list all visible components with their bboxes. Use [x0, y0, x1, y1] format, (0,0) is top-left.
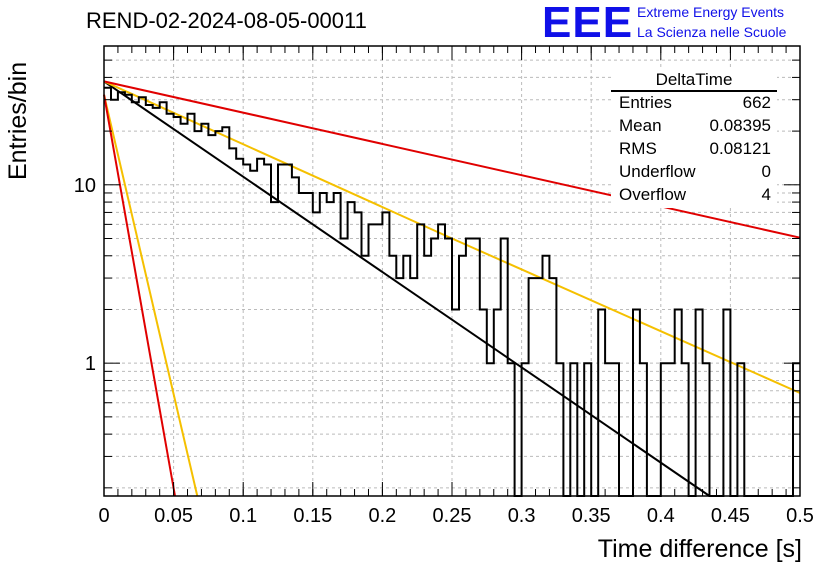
- stat-row-underflow: Underflow 0: [619, 162, 771, 184]
- stat-name: Underflow: [619, 162, 696, 181]
- x-tick-label: 0.2: [368, 505, 396, 527]
- chart-title: REND-02-2024-08-05-00011: [86, 8, 367, 33]
- stats-box: DeltaTime Entries 662 Mean 0.08395 RMS 0…: [611, 70, 777, 208]
- stat-value: 0.08121: [709, 139, 771, 158]
- stat-value: 662: [742, 93, 771, 112]
- x-tick-label: 0.4: [647, 505, 675, 527]
- histogram-steps: [104, 86, 800, 497]
- x-axis-label: Time difference [s]: [597, 535, 802, 563]
- stat-row-entries: Entries 662: [619, 93, 771, 115]
- fit-curve: [103, 94, 176, 497]
- stat-row-mean: Mean 0.08395: [619, 116, 771, 138]
- x-tick-label: 0.5: [786, 505, 814, 527]
- axis-tick-labels: 0 0.05 0.1 0.15 0.2 0.25 0.3 0.35 0.4 0.45 0.5 1 10: [74, 175, 814, 527]
- x-tick-label: 0.15: [293, 505, 332, 527]
- x-tick-label: 0.45: [711, 505, 750, 527]
- stats-box-divider: [611, 90, 777, 92]
- x-tick-label: 0: [98, 505, 109, 527]
- stat-name: Entries: [619, 93, 672, 112]
- stat-value: 4: [761, 185, 771, 204]
- stat-row-overflow: Overflow 4: [619, 185, 771, 207]
- stat-row-rms: RMS 0.08121: [619, 139, 771, 161]
- x-tick-label: 0.05: [154, 505, 193, 527]
- fit-curve: [103, 94, 199, 497]
- x-tick-label: 0.1: [229, 505, 257, 527]
- stat-name: RMS: [619, 139, 657, 158]
- stat-name: Overflow: [619, 185, 687, 204]
- fit-curves: [103, 80, 801, 497]
- eee-logo-line-2: La Scienza nelle Scuole: [637, 24, 787, 40]
- stat-value: 0.08395: [709, 116, 771, 135]
- x-tick-label: 0.3: [508, 505, 536, 527]
- y-tick-label: 1: [85, 353, 96, 375]
- stat-value: 0: [761, 162, 771, 181]
- stat-name: Mean: [619, 116, 662, 135]
- x-tick-label: 0.25: [433, 505, 472, 527]
- fit-curve: [103, 80, 801, 239]
- y-axis-label: Entries/bin: [4, 61, 32, 180]
- y-tick-label: 10: [74, 175, 96, 197]
- eee-logo-line-1: Extreme Energy Events: [637, 4, 785, 20]
- stats-box-title: DeltaTime: [655, 70, 733, 89]
- axis-ticks: [103, 45, 801, 496]
- eee-logo: EEE: [542, 0, 634, 47]
- x-tick-label: 0.35: [572, 505, 611, 527]
- fit-curve: [103, 80, 711, 497]
